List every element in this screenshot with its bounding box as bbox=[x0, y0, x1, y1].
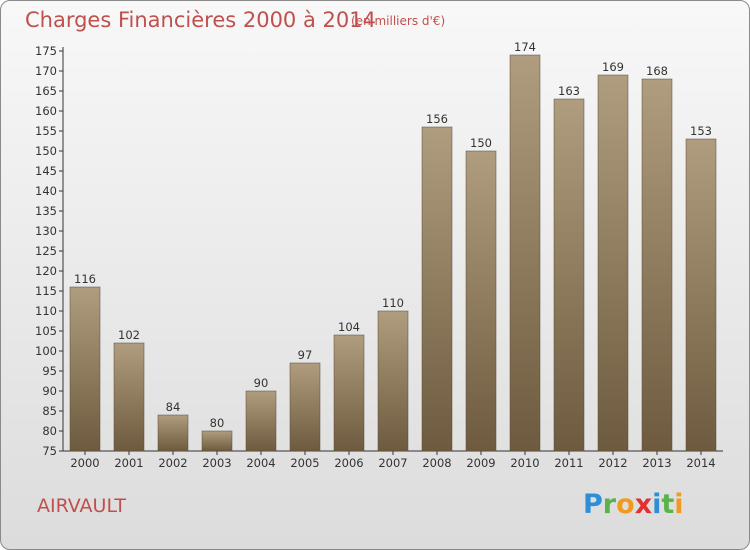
bar-2008 bbox=[421, 126, 453, 452]
x-axis: 2000 2001 2002 2003 2004 2005 2006 2007 2008 2009… bbox=[63, 450, 723, 470]
x-tick-label: 2004 bbox=[246, 456, 275, 470]
data-label-2003: 80 bbox=[210, 416, 225, 430]
bar-2003 bbox=[201, 430, 233, 452]
data-label-2005: 97 bbox=[298, 348, 313, 362]
data-labels: 116 102 84 80 90 97 104 110 156 150 174 163 169 168 15… bbox=[74, 40, 712, 430]
x-tick-label: 2012 bbox=[598, 456, 627, 470]
data-label-2008: 156 bbox=[426, 112, 448, 126]
bar-2002 bbox=[157, 414, 189, 452]
bar-2010 bbox=[509, 54, 541, 452]
bar-2006 bbox=[333, 334, 365, 452]
data-label-2013: 168 bbox=[646, 64, 668, 78]
y-tick-label: 170 bbox=[35, 64, 57, 78]
y-tick-label: 145 bbox=[35, 164, 57, 178]
y-tick-label: 135 bbox=[35, 204, 57, 218]
y-tick-label: 155 bbox=[35, 124, 57, 138]
y-tick-label: 140 bbox=[35, 184, 57, 198]
x-tick-label: 2013 bbox=[642, 456, 671, 470]
x-tick-label: 2007 bbox=[378, 456, 407, 470]
x-tick-label: 2008 bbox=[422, 456, 451, 470]
x-tick-label: 2014 bbox=[686, 456, 715, 470]
y-tick-label: 85 bbox=[42, 404, 57, 418]
y-tick-label: 90 bbox=[42, 384, 57, 398]
y-tick-label: 150 bbox=[35, 144, 57, 158]
data-label-2012: 169 bbox=[602, 60, 624, 74]
y-tick-label: 125 bbox=[35, 244, 57, 258]
data-label-2007: 110 bbox=[382, 296, 404, 310]
y-tick-label: 165 bbox=[35, 84, 57, 98]
y-tick-label: 110 bbox=[35, 304, 57, 318]
data-label-2014: 153 bbox=[690, 124, 712, 138]
bar-2009 bbox=[465, 150, 497, 452]
y-tick-label: 115 bbox=[35, 284, 57, 298]
x-tick-label: 2000 bbox=[70, 456, 99, 470]
chart-subtitle: (en milliers d'€) bbox=[351, 14, 446, 28]
bars bbox=[69, 54, 717, 452]
y-tick-label: 130 bbox=[35, 224, 57, 238]
bar-2012 bbox=[597, 74, 629, 452]
chart-title: Charges Financières 2000 à 2014 bbox=[25, 8, 376, 32]
x-tick-label: 2005 bbox=[290, 456, 319, 470]
y-tick-label: 175 bbox=[35, 44, 57, 58]
bar-2007 bbox=[377, 310, 409, 452]
data-label-2004: 90 bbox=[254, 376, 269, 390]
y-tick-label: 75 bbox=[42, 444, 57, 458]
bar-2014 bbox=[685, 138, 717, 452]
x-tick-label: 2009 bbox=[466, 456, 495, 470]
y-tick-label: 100 bbox=[35, 344, 57, 358]
data-label-2006: 104 bbox=[338, 320, 360, 334]
bar-2000 bbox=[69, 286, 101, 452]
bar-2001 bbox=[113, 342, 145, 452]
y-tick-label: 160 bbox=[35, 104, 57, 118]
data-label-2000: 116 bbox=[74, 272, 96, 286]
bar-2011 bbox=[553, 98, 585, 452]
x-tick-label: 2010 bbox=[510, 456, 539, 470]
commune-name: AIRVAULT bbox=[37, 495, 127, 517]
x-tick-label: 2006 bbox=[334, 456, 363, 470]
y-axis: 75 80 85 90 95 100 105 110 115 120 125 130 135 140 145… bbox=[35, 44, 64, 458]
data-label-2001: 102 bbox=[118, 328, 140, 342]
data-label-2011: 163 bbox=[558, 84, 580, 98]
y-tick-label: 105 bbox=[35, 324, 57, 338]
x-tick-label: 2011 bbox=[554, 456, 583, 470]
data-label-2002: 84 bbox=[166, 400, 181, 414]
x-tick-label: 2001 bbox=[114, 456, 143, 470]
proxiti-logo: Proxiti bbox=[583, 489, 684, 520]
y-tick-label: 120 bbox=[35, 264, 57, 278]
y-tick-label: 95 bbox=[42, 364, 57, 378]
x-tick-label: 2002 bbox=[158, 456, 187, 470]
y-tick-label: 80 bbox=[42, 424, 57, 438]
bar-2004 bbox=[245, 390, 277, 452]
bar-2005 bbox=[289, 362, 321, 452]
x-tick-label: 2003 bbox=[202, 456, 231, 470]
bar-2013 bbox=[641, 78, 673, 452]
data-label-2010: 174 bbox=[514, 40, 536, 54]
data-label-2009: 150 bbox=[470, 136, 492, 150]
